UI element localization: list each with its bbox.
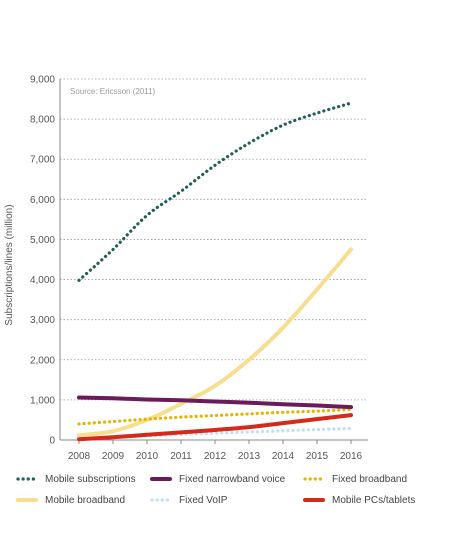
legend-label: Mobile PCs/tablets [332, 494, 416, 506]
legend-label: Mobile subscriptions [45, 473, 136, 485]
axes [59, 79, 368, 444]
y-tick-label: 9,000 [30, 75, 55, 86]
series-line-mobile-broadband [77, 247, 353, 438]
x-tick-label: 2014 [272, 451, 295, 462]
series-line-fixed-voip [77, 426, 353, 441]
y-tick-labels: 0 1,000 2,000 3,000 4,000 5,000 6,000 7,000 8,00… [30, 75, 55, 447]
y-tick-label: 0 [49, 436, 55, 447]
legend-swatch [150, 475, 172, 483]
x-tick-label: 2010 [136, 451, 159, 462]
legend-label: Fixed narrowband voice [179, 473, 286, 485]
legend-item-fixed-voip: Fixed VoIP [150, 493, 227, 507]
source-note: Source: Ericsson (2011) [70, 87, 156, 96]
x-tick-label: 2011 [170, 451, 192, 462]
series-lines [77, 101, 353, 442]
x-tick-label: 2013 [238, 451, 261, 462]
legend-item-fixed-broadband: Fixed broadband [303, 472, 407, 486]
x-tick-label: 2016 [340, 451, 363, 462]
y-tick-label: 5,000 [30, 235, 55, 246]
y-tick-label: 3,000 [30, 315, 55, 326]
legend-swatch [303, 475, 325, 483]
series-line-mobile-subscriptions [77, 101, 353, 282]
series-line-fixed-narrowband-voice [77, 395, 353, 410]
legend-swatch [303, 496, 325, 504]
legend-swatch [16, 496, 38, 504]
legend-item-fixed-narrowband-voice: Fixed narrowband voice [150, 472, 285, 486]
y-tick-label: 4,000 [30, 275, 55, 286]
x-tick-label: 2012 [204, 451, 227, 462]
legend-label: Fixed broadband [332, 473, 408, 485]
gridlines [60, 78, 368, 401]
legend-item-mobile-subscriptions: Mobile subscriptions [16, 472, 136, 486]
series-line-mobile-pcs-tablets [77, 413, 353, 442]
legend-swatch [150, 496, 172, 504]
legend-item-mobile-pcs-tablets: Mobile PCs/tablets [303, 493, 415, 507]
y-tick-label: 8,000 [30, 115, 55, 126]
legend-label: Fixed VoIP [179, 494, 228, 506]
y-tick-label: 6,000 [30, 195, 55, 206]
y-axis-label: Subscriptions/lines (million) [4, 204, 15, 325]
series-line-fixed-broadband [77, 407, 353, 426]
legend-swatch [16, 475, 38, 483]
x-tick-label: 2009 [102, 451, 125, 462]
x-tick-labels: 2008 2009 2010 2011 2012 2013 2014 2015 2016 [68, 451, 363, 462]
y-tick-label: 7,000 [30, 155, 55, 166]
y-tick-label: 1,000 [30, 395, 55, 406]
legend-item-mobile-broadband: Mobile broadband [16, 493, 125, 507]
x-tick-label: 2008 [68, 451, 91, 462]
y-tick-label: 2,000 [30, 355, 55, 366]
x-tick-label: 2015 [306, 451, 329, 462]
legend-label: Mobile broadband [45, 494, 126, 506]
line-chart: Source: Ericsson (2011) Subscriptions/li… [4, 75, 368, 462]
